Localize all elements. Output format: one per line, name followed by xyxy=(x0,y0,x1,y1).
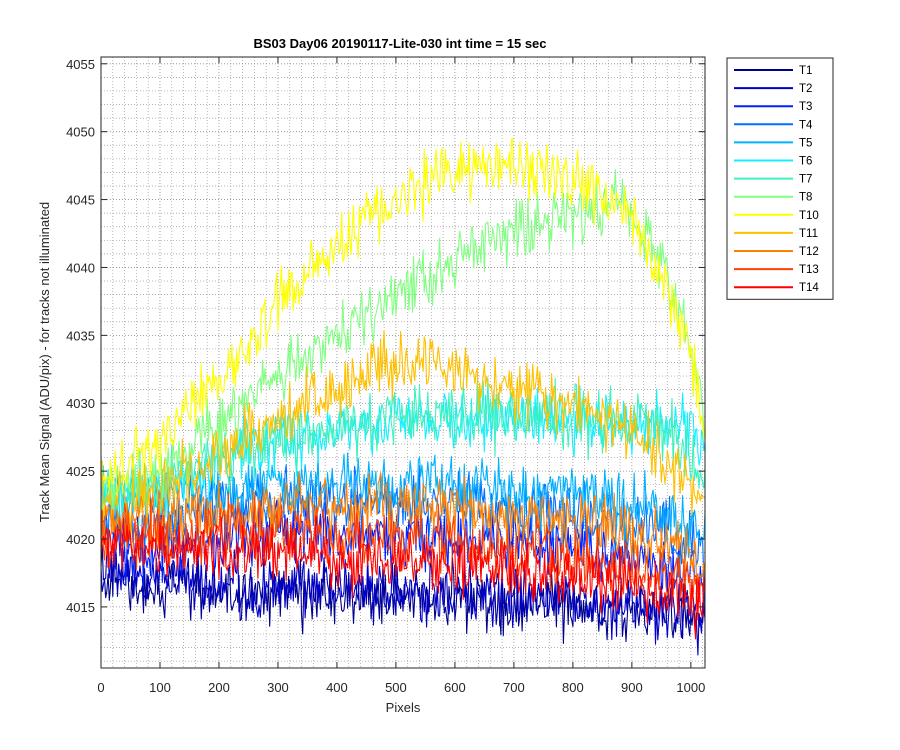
y-axis-label: Track Mean Signal (ADU/pix) - for tracks… xyxy=(37,202,52,522)
x-tick-label: 1000 xyxy=(676,680,705,695)
x-tick-label: 700 xyxy=(503,680,525,695)
y-tick-label: 4025 xyxy=(66,464,95,479)
legend-label: T7 xyxy=(799,174,812,186)
y-tick-label: 4055 xyxy=(66,57,95,72)
legend-label: T13 xyxy=(799,264,819,276)
series-line-t7 xyxy=(101,377,705,527)
x-tick-label: 200 xyxy=(208,680,230,695)
y-axis: 4015 4020 4025 4030 4035 4040 4045 4050 4055 xyxy=(66,57,705,615)
x-tick-label: 900 xyxy=(621,680,643,695)
y-tick-label: 4045 xyxy=(66,193,95,208)
x-tick-label: 0 xyxy=(97,680,104,695)
series-line-t11 xyxy=(101,329,705,536)
series-group xyxy=(101,137,705,656)
legend-label: T12 xyxy=(799,246,819,258)
y-tick-label: 4035 xyxy=(66,328,95,343)
y-tick-label: 4020 xyxy=(66,532,95,547)
legend-label: T4 xyxy=(799,119,813,131)
series-line-t2 xyxy=(101,543,705,656)
legend-label: T2 xyxy=(799,83,812,95)
legend-label: T8 xyxy=(799,192,812,204)
y-tick-label: 4015 xyxy=(66,600,95,615)
series-line-t14 xyxy=(101,516,705,640)
x-tick-label: 600 xyxy=(444,680,466,695)
series-line-t8 xyxy=(101,169,705,525)
legend-label: T5 xyxy=(799,137,812,149)
legend-label: T6 xyxy=(799,156,812,168)
x-tick-label: 400 xyxy=(326,680,348,695)
series-line-t10 xyxy=(101,137,705,494)
y-tick-label: 4030 xyxy=(66,396,95,411)
series-line-t5 xyxy=(101,452,705,559)
legend-label: T1 xyxy=(799,65,812,77)
legend: T1 T2 T3 T4 T5 T6 T7 T8 T10 T11 T12 T13 T14 xyxy=(726,57,834,300)
plot-frame xyxy=(100,56,706,669)
x-tick-label: 800 xyxy=(562,680,584,695)
legend-label: T11 xyxy=(799,228,818,240)
y-tick-label: 4040 xyxy=(66,260,95,275)
y-tick-label: 4050 xyxy=(66,125,95,140)
series-line-t13 xyxy=(101,492,705,610)
x-axis: 0 100 200 300 400 500 600 700 800 900 1000 xyxy=(97,57,705,695)
legend-label: T14 xyxy=(799,282,819,294)
x-tick-label: 100 xyxy=(149,680,171,695)
chart-title: BS03 Day06 20190117-Lite-030 int time = … xyxy=(253,36,546,51)
x-axis-label: Pixels xyxy=(386,700,421,715)
series-line-t1 xyxy=(101,544,705,644)
x-tick-label: 300 xyxy=(267,680,289,695)
series-line-t12 xyxy=(101,471,705,592)
legend-label: T10 xyxy=(799,210,819,222)
x-tick-label: 500 xyxy=(385,680,407,695)
legend-label: T3 xyxy=(799,101,812,113)
